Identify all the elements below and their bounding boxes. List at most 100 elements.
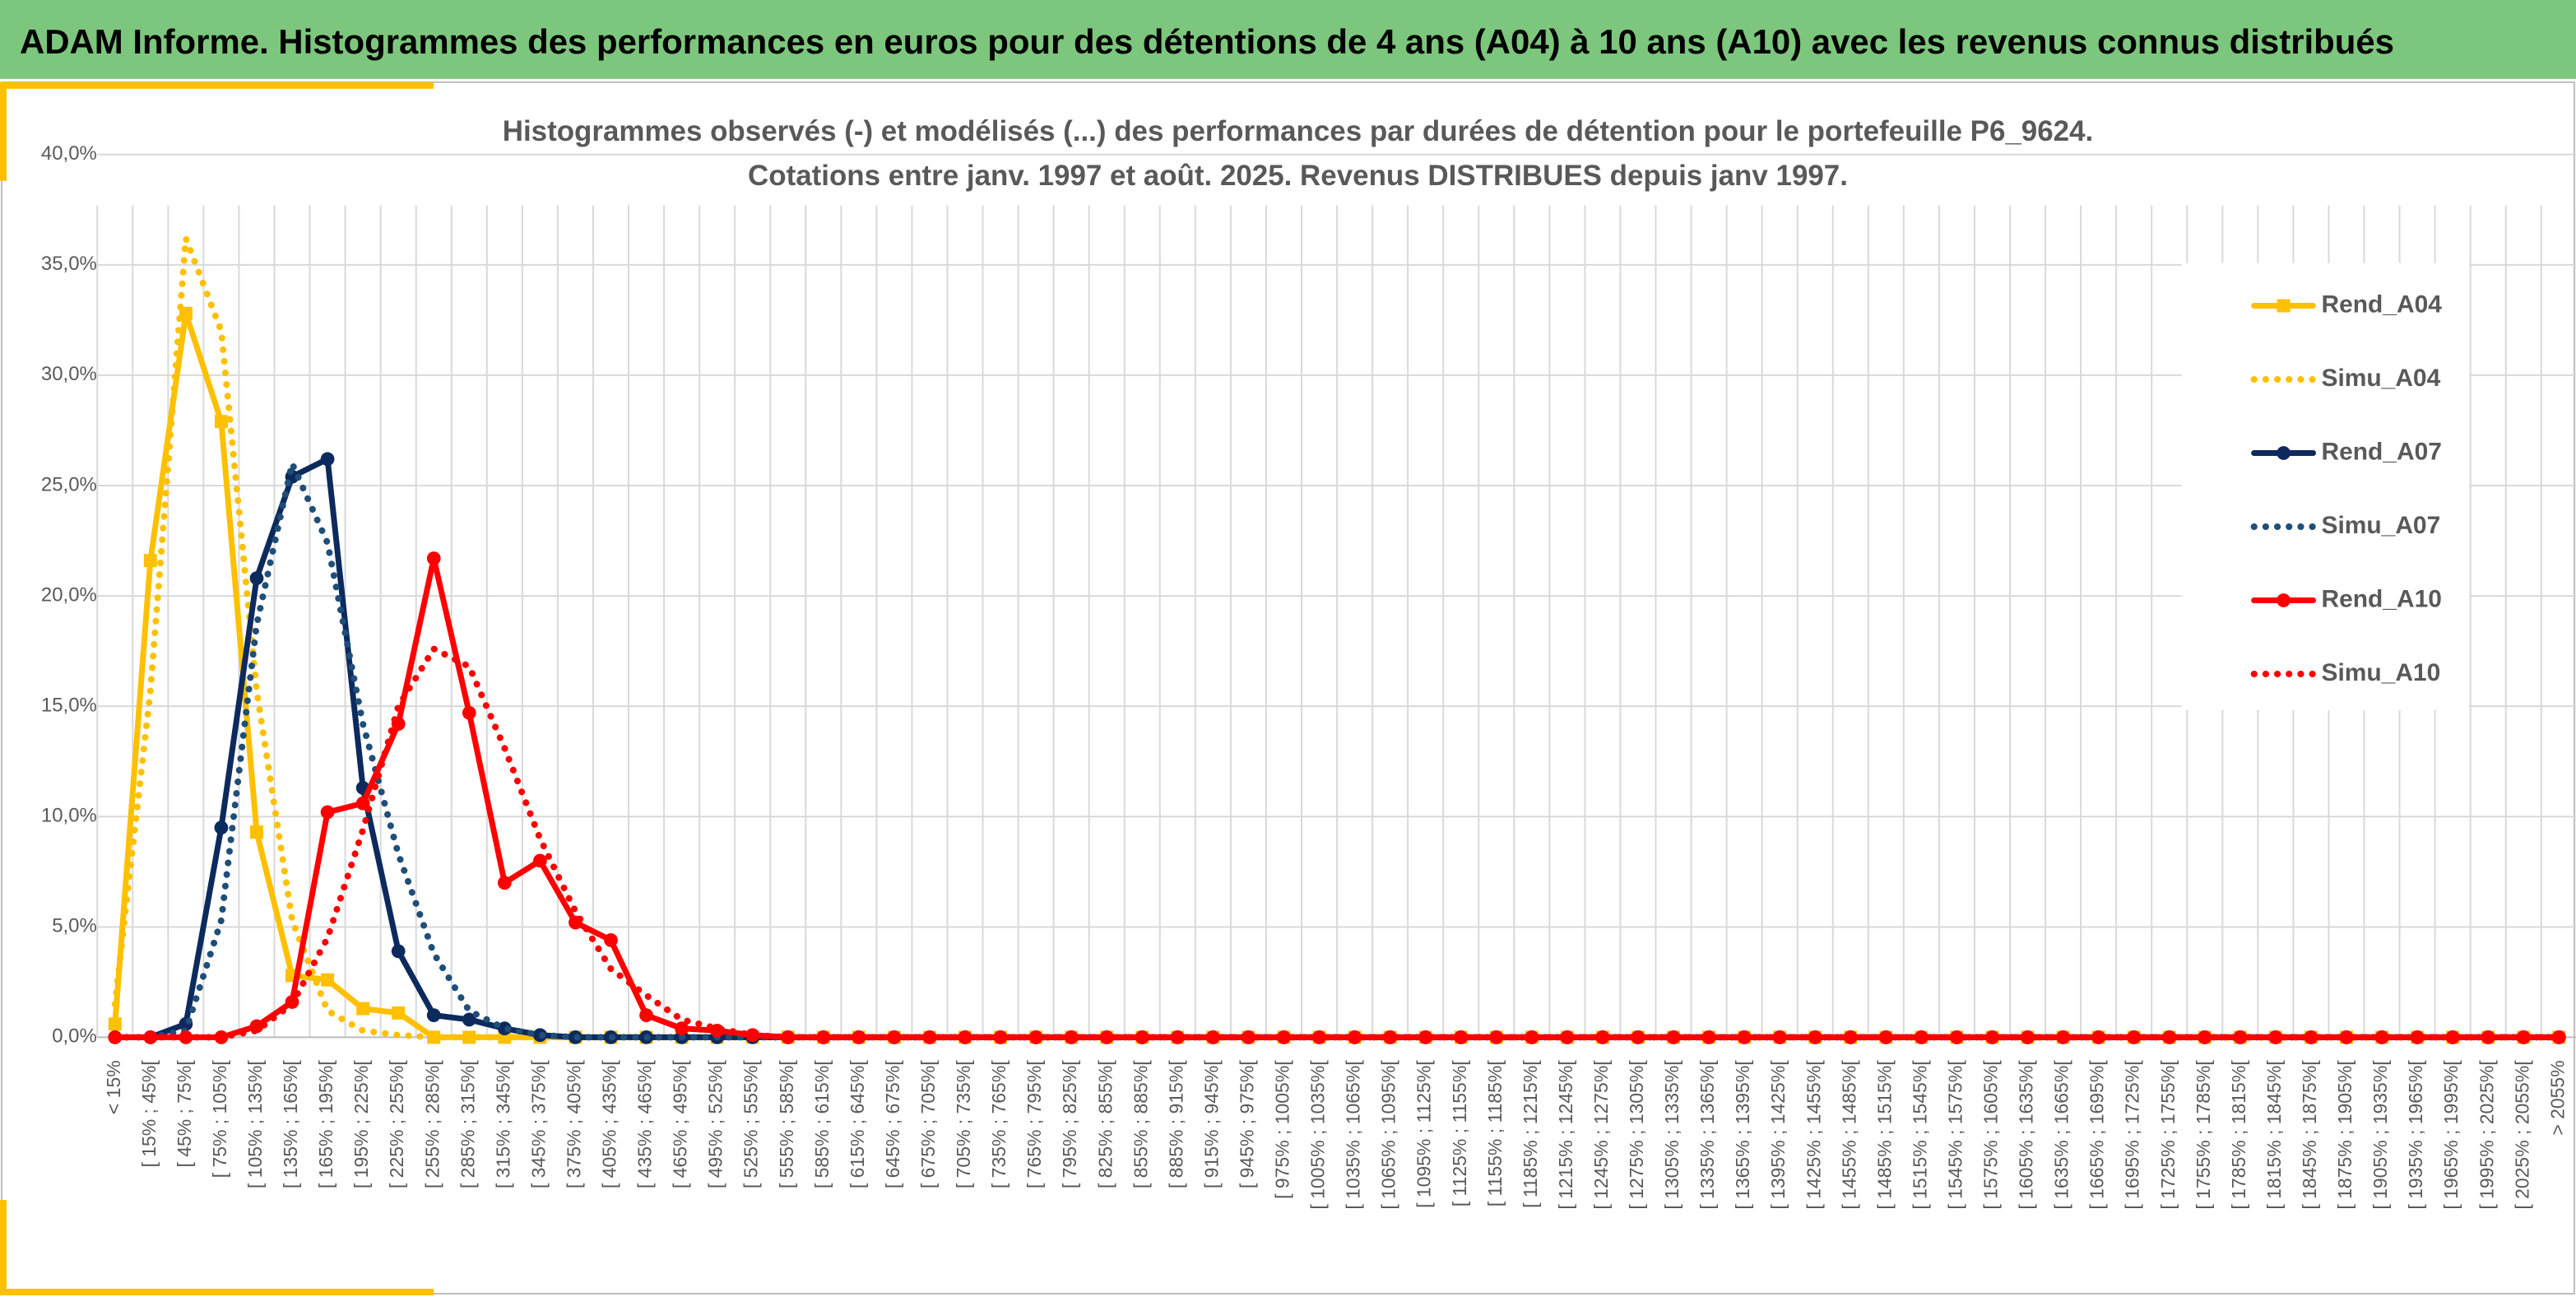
marker bbox=[1525, 1030, 1539, 1044]
x-tick-label: [ 1605% ; 1635%[ bbox=[2016, 1060, 2037, 1210]
x-tick-label: [ 945% ; 975%[ bbox=[1236, 1060, 1257, 1188]
x-tick-label: [ 285% ; 315%[ bbox=[457, 1060, 478, 1188]
marker bbox=[1631, 1030, 1645, 1044]
marker bbox=[391, 944, 406, 959]
x-tick-label: [ 1425% ; 1455%[ bbox=[1803, 1060, 1824, 1210]
x-tick-label: [ 1545% ; 1575%[ bbox=[1945, 1060, 1966, 1210]
corner-accent bbox=[0, 1200, 434, 1296]
x-tick-label: [ 1665% ; 1695%[ bbox=[2086, 1060, 2108, 1210]
x-tick-label: > 2055% bbox=[2546, 1060, 2568, 1135]
marker bbox=[1701, 1030, 1716, 1044]
x-tick-label: [ 555% ; 585%[ bbox=[776, 1060, 797, 1188]
x-tick-label: [ 705% ; 735%[ bbox=[953, 1060, 974, 1188]
marker bbox=[2551, 1030, 2566, 1044]
marker bbox=[639, 1008, 653, 1022]
y-tick-label: 40,0% bbox=[41, 142, 97, 165]
marker bbox=[392, 1006, 406, 1020]
x-tick-label: [ 525% ; 555%[ bbox=[740, 1060, 762, 1188]
marker bbox=[1595, 1030, 1610, 1044]
x-tick-label: [ 495% ; 525%[ bbox=[705, 1060, 726, 1188]
corner-accent bbox=[0, 81, 434, 181]
marker bbox=[1383, 1030, 1398, 1044]
x-tick-label: [ 15% ; 45%[ bbox=[138, 1060, 160, 1168]
y-tick-label: 10,0% bbox=[41, 805, 97, 827]
x-tick-label: [ 1035% ; 1065%[ bbox=[1343, 1060, 1364, 1210]
x-tick-label: [ 1005% ; 1035%[ bbox=[1307, 1060, 1329, 1210]
legend-label: Rend_A04 bbox=[2321, 291, 2442, 318]
x-tick-label: [ 1395% ; 1425%[ bbox=[1767, 1060, 1789, 1210]
marker bbox=[2374, 1030, 2389, 1044]
x-tick-label: [ 855% ; 885%[ bbox=[1130, 1060, 1151, 1188]
x-tick-label: [ 1245% ; 1275%[ bbox=[1590, 1060, 1612, 1210]
x-tick-label: [ 1875% ; 1905%[ bbox=[2334, 1060, 2356, 1210]
legend-label: Rend_A07 bbox=[2321, 438, 2441, 465]
y-tick-label: 0,0% bbox=[52, 1025, 97, 1048]
y-tick-label: 30,0% bbox=[41, 363, 97, 385]
marker bbox=[604, 933, 618, 947]
x-tick-label: [ 1935% ; 1965%[ bbox=[2405, 1060, 2426, 1210]
y-tick-label: 15,0% bbox=[41, 694, 97, 716]
marker bbox=[426, 1008, 441, 1022]
x-tick-label: [ 105% ; 135%[ bbox=[244, 1060, 266, 1188]
x-tick-label: [ 1755% ; 1785%[ bbox=[2193, 1060, 2214, 1210]
marker bbox=[1348, 1030, 1362, 1044]
marker bbox=[320, 805, 335, 820]
plot bbox=[108, 235, 2566, 1044]
x-tick-label: [ 1095% ; 1125%[ bbox=[1413, 1060, 1435, 1208]
legend-label: Rend_A10 bbox=[2321, 585, 2441, 612]
x-tick-label: [ 1725% ; 1755%[ bbox=[2157, 1060, 2179, 1210]
x-tick-label: [ 1335% ; 1365%[ bbox=[1696, 1060, 1718, 1210]
x-tick-label: [ 795% ; 825%[ bbox=[1059, 1060, 1080, 1188]
marker bbox=[1418, 1030, 1433, 1044]
x-tick-label: [ 405% ; 435%[ bbox=[599, 1060, 620, 1188]
marker bbox=[249, 571, 264, 586]
x-tick-label: [ 195% ; 225%[ bbox=[350, 1060, 372, 1188]
y-tick-label: 5,0% bbox=[52, 915, 97, 937]
x-tick-label: [ 1575% ; 1605%[ bbox=[1980, 1060, 2002, 1210]
marker bbox=[2445, 1030, 2460, 1044]
series-line bbox=[111, 235, 2563, 1041]
legend-marker bbox=[2277, 446, 2291, 460]
x-tick-label: [ 1065% ; 1095%[ bbox=[1378, 1060, 1399, 1210]
legend-box bbox=[2181, 263, 2470, 710]
x-tick-label: [ 375% ; 405%[ bbox=[564, 1060, 585, 1188]
x-tick-label: [ 585% ; 615%[ bbox=[811, 1060, 833, 1188]
x-tick-label: [ 645% ; 675%[ bbox=[882, 1060, 903, 1188]
chart-border bbox=[0, 81, 2576, 1295]
marker bbox=[355, 796, 370, 811]
x-tick-label: [ 435% ; 465%[ bbox=[634, 1060, 656, 1188]
y-tick-label: 25,0% bbox=[41, 473, 97, 495]
x-tick-label: [ 255% ; 285%[ bbox=[421, 1060, 443, 1188]
x-tick-label: [ 1815% ; 1845%[ bbox=[2263, 1060, 2285, 1210]
x-tick-label: [ 825% ; 855%[ bbox=[1094, 1060, 1116, 1188]
x-tick-label: [ 1695% ; 1725%[ bbox=[2122, 1060, 2143, 1210]
x-tick-label: [ 1215% ; 1245%[ bbox=[1555, 1060, 1576, 1210]
x-tick-label: [ 1185% ; 1215%[ bbox=[1520, 1060, 1541, 1208]
x-tick-label: [ 1785% ; 1815%[ bbox=[2228, 1060, 2249, 1210]
marker bbox=[356, 1002, 370, 1016]
marker bbox=[426, 551, 441, 565]
legend-marker bbox=[2277, 593, 2291, 607]
x-tick-label: [ 915% ; 945%[ bbox=[1200, 1060, 1222, 1188]
marker bbox=[462, 1012, 476, 1027]
marker bbox=[320, 452, 335, 467]
x-tick-label: [ 1635% ; 1665%[ bbox=[2051, 1060, 2072, 1210]
marker bbox=[497, 876, 512, 890]
y-tick-label: 20,0% bbox=[41, 583, 97, 606]
marker bbox=[1454, 1030, 1469, 1044]
x-tick-label: [ 1455% ; 1485%[ bbox=[1838, 1060, 1859, 1210]
x-tick-label: [ 2025% ; 2055%[ bbox=[2511, 1060, 2532, 1210]
legend-label: Simu_A04 bbox=[2321, 365, 2440, 392]
x-tick-label: [ 165% ; 195%[ bbox=[315, 1060, 337, 1188]
header-band bbox=[0, 0, 2576, 79]
x-tick-label: [ 765% ; 795%[ bbox=[1023, 1060, 1045, 1188]
x-tick-label: [ 1485% ; 1515%[ bbox=[1873, 1060, 1895, 1210]
x-tick-label: [ 1965% ; 1995%[ bbox=[2440, 1060, 2462, 1210]
legend-marker bbox=[2277, 299, 2291, 313]
x-tick-label: [ 1995% ; 2025%[ bbox=[2476, 1060, 2497, 1210]
chart-subtitle: Cotations entre janv. 1997 et août. 2025… bbox=[748, 160, 1848, 192]
y-tick-label: 35,0% bbox=[41, 253, 97, 275]
x-tick-label: [ 1305% ; 1335%[ bbox=[1661, 1060, 1683, 1210]
legend-label: Simu_A10 bbox=[2321, 659, 2440, 686]
marker bbox=[214, 415, 228, 429]
